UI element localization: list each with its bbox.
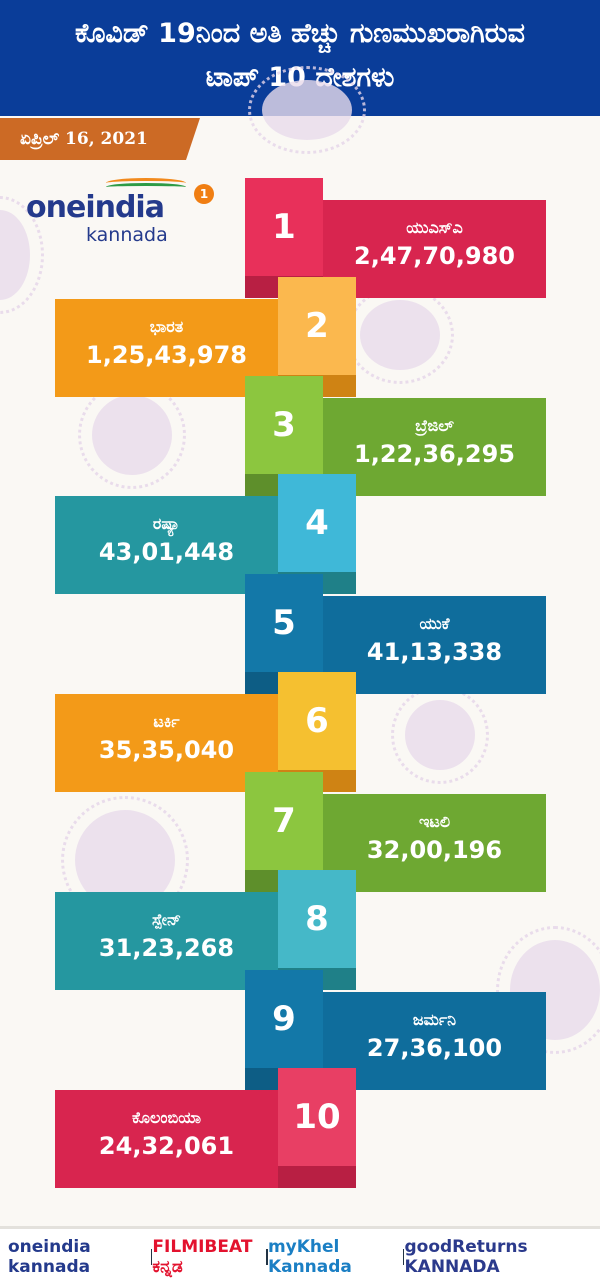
recovered-count: 41,13,338 [366,638,503,666]
rank-number: 1 [245,178,323,276]
recovered-count: 2,47,70,980 [354,242,515,270]
country-box: ರಷ್ಯಾ 43,01,448 [55,496,278,594]
rank-row: ಇಟಲಿ 32,00,196 7 [0,772,600,892]
country-name: ಯುಕೆ [419,614,450,633]
rank-row: ರಷ್ಯಾ 43,01,448 4 [0,474,600,594]
footer-brands: oneindia kannada FILMIBEAT ಕನ್ನಡ myKhel … [0,1226,600,1284]
virus-icon [391,686,489,784]
brand-mykhel[interactable]: myKhel Kannada [267,1236,352,1277]
country-name: ಕೊಲಂಬಿಯಾ [131,1108,202,1127]
divider [150,1248,153,1265]
rank-row: ಯುಕೆ 41,13,338 5 [0,574,600,694]
rank-number: 3 [245,376,323,474]
rank-number: 7 [245,772,323,870]
country-box: ಭಾರತ 1,25,43,978 [55,299,278,397]
rank-row: ಯುಎಸ್ಎ 2,47,70,980 1 [0,178,600,298]
recovered-count: 31,23,268 [98,934,235,962]
country-name: ಭಾರತ [149,317,184,336]
rank-row: ಕೊಲಂಬಿಯಾ 24,32,061 10 [0,1068,600,1188]
country-name: ರಷ್ಯಾ [152,514,181,533]
rank-number: 9 [245,970,323,1068]
rank-number: 6 [278,672,356,770]
country-box: ಯುಎಸ್ಎ 2,47,70,980 [323,200,546,298]
rank-number: 10 [278,1068,356,1166]
country-box: ಯುಕೆ 41,13,338 [323,596,546,694]
rank-number: 5 [245,574,323,672]
country-name: ಇಟಲಿ [418,812,451,831]
divider [402,1248,405,1265]
oneindia-logo: oneindia kannada 1 [26,178,226,248]
title-line-1: ಕೊವಿಡ್ 19ನಿಂದ ಅತಿ ಹೆಚ್ಚು ಗುಣಮುಖರಾಗಿರುವ [74,18,526,49]
rank-row: ಭಾರತ 1,25,43,978 2 [0,277,600,397]
rank-number: 8 [278,870,356,968]
country-box: ಟರ್ಕಿ 35,35,040 [55,694,278,792]
rank-number: 4 [278,474,356,572]
country-name: ಸ್ಪೇನ್ [151,910,182,929]
rank-row: ಸ್ಪೇನ್ 31,23,268 8 [0,870,600,990]
country-name: ಟರ್ಕಿ [153,712,180,731]
virus-icon [248,66,366,154]
rank-row: ಟರ್ಕಿ 35,35,040 6 [0,672,600,792]
divider [266,1248,268,1265]
recovered-count: 43,01,448 [98,538,235,566]
country-name: ಯುಎಸ್ಎ [406,218,463,237]
country-box: ಇಟಲಿ 32,00,196 [323,794,546,892]
country-box: ಸ್ಪೇನ್ 31,23,268 [55,892,278,990]
brand-oneindia[interactable]: oneindia kannada [8,1236,91,1277]
rank-number: 2 [278,277,356,375]
rank-row: ಬ್ರೆಜಿಲ್ 1,22,36,295 3 [0,376,600,496]
recovered-count: 1,25,43,978 [86,341,247,369]
brand-goodreturns[interactable]: goodReturns KANNADA [404,1236,528,1277]
recovered-count: 27,36,100 [366,1034,503,1062]
date-ribbon: ಏಪ್ರಿಲ್ 16, 2021 [0,118,200,160]
country-name: ಜರ್ಮನಿ [412,1010,457,1029]
country-box: ಜರ್ಮನಿ 27,36,100 [323,992,546,1090]
recovered-count: 1,22,36,295 [354,440,515,468]
brand-filmibeat[interactable]: FILMIBEAT ಕನ್ನಡ [152,1236,253,1277]
recovered-count: 35,35,040 [98,736,235,764]
country-name: ಬ್ರೆಜಿಲ್ [415,416,454,435]
country-box: ಬ್ರೆಜಿಲ್ 1,22,36,295 [323,398,546,496]
recovered-count: 32,00,196 [366,836,503,864]
rank-row: ಜರ್ಮನಿ 27,36,100 9 [0,970,600,1090]
country-box: ಕೊಲಂಬಿಯಾ 24,32,061 [55,1090,278,1188]
recovered-count: 24,32,061 [98,1132,235,1160]
